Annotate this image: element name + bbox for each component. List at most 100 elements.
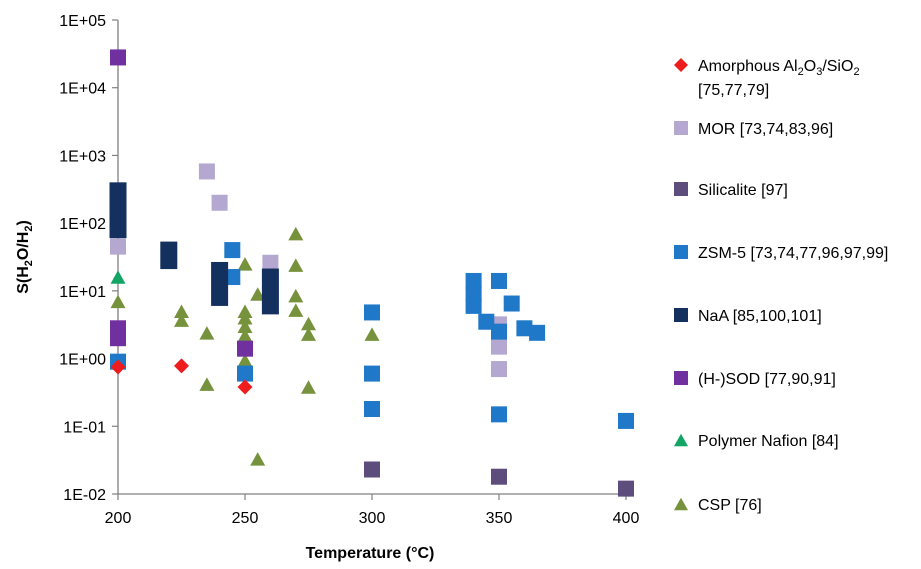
legend-label-hsod: (H-)SOD [77,90,91] bbox=[698, 371, 836, 388]
point-csp bbox=[250, 452, 266, 466]
legend-marker-mor bbox=[674, 121, 688, 135]
y-tick-label: 1E+04 bbox=[59, 81, 106, 98]
point-csp bbox=[237, 311, 253, 325]
point-mor bbox=[491, 361, 507, 378]
point-csp bbox=[110, 294, 126, 309]
x-axis-title: Temperature (°C) bbox=[306, 545, 435, 562]
y-tick-label: 1E+02 bbox=[59, 216, 106, 233]
point-csp bbox=[174, 304, 189, 318]
point-silicalite bbox=[618, 480, 634, 497]
legend-label-amorphous: Amorphous Al2O3/SiO2 bbox=[698, 58, 860, 78]
point-zsm5 bbox=[516, 320, 533, 337]
legend-item-zsm5: ZSM-5 [73,74,77,96,97,99] bbox=[674, 245, 888, 262]
legend-marker-amorphous bbox=[674, 58, 688, 72]
series-amorphous bbox=[110, 358, 253, 395]
y-tick-label: 1E+03 bbox=[59, 148, 106, 165]
legend-label-csp: CSP [76] bbox=[698, 497, 762, 514]
point-csp bbox=[199, 377, 215, 391]
legend-label-mor: MOR [73,74,83,96] bbox=[698, 121, 833, 138]
y-tick-label: 1E-02 bbox=[63, 487, 106, 504]
point-silicalite bbox=[491, 468, 507, 485]
point-csp bbox=[288, 288, 304, 303]
point-mor bbox=[198, 163, 215, 180]
legend-label-silicalite: Silicalite [97] bbox=[698, 182, 788, 199]
legend-label-zsm5: ZSM-5 [73,74,77,96,97,99] bbox=[698, 245, 888, 262]
point-csp bbox=[288, 226, 304, 241]
series-mor bbox=[110, 163, 507, 378]
y-tick-label: 1E+05 bbox=[59, 13, 106, 30]
point-hsod bbox=[110, 49, 126, 66]
legend-label-amorphous-line2: [75,77,79] bbox=[698, 82, 769, 99]
legend-item-silicalite: Silicalite [97] bbox=[674, 182, 788, 199]
point-zsm5 bbox=[364, 304, 380, 321]
point-csp bbox=[301, 316, 316, 331]
point-zsm5 bbox=[224, 269, 241, 286]
point-csp bbox=[199, 326, 215, 340]
y-tick-label: 1E-01 bbox=[63, 419, 106, 436]
y-tick-label: 1E+01 bbox=[59, 284, 106, 301]
point-zsm5 bbox=[478, 313, 495, 330]
legend-marker-hsod bbox=[674, 371, 688, 385]
point-naa bbox=[211, 261, 229, 306]
x-tick-label: 200 bbox=[105, 510, 132, 527]
legend: Amorphous Al2O3/SiO2 [75,77,79] MOR [73,74… bbox=[674, 58, 888, 514]
legend-item-csp: CSP [76] bbox=[674, 497, 762, 514]
axes: 1E-02 1E-01 1E+00 1E+01 1E+02 1E+03 1E+04 1E+05… bbox=[15, 13, 639, 527]
point-csp bbox=[288, 303, 304, 317]
legend-marker-silicalite bbox=[674, 182, 688, 196]
legend-marker-naa bbox=[674, 308, 688, 322]
data-marks bbox=[109, 49, 634, 497]
point-zsm5 bbox=[465, 272, 482, 289]
point-csp bbox=[174, 313, 189, 327]
legend-item-amorphous: Amorphous Al2O3/SiO2 [75,77,79] bbox=[674, 58, 860, 99]
point-amorphous bbox=[110, 359, 126, 375]
point-zsm5 bbox=[491, 323, 507, 340]
point-zsm5 bbox=[491, 406, 507, 423]
point-zsm5 bbox=[224, 242, 241, 259]
point-zsm5 bbox=[364, 401, 380, 418]
legend-marker-csp bbox=[674, 497, 688, 511]
point-csp bbox=[237, 353, 253, 367]
series-csp bbox=[110, 226, 380, 466]
point-zsm5 bbox=[503, 295, 520, 312]
point-amorphous bbox=[174, 358, 189, 374]
x-tick-label: 350 bbox=[486, 510, 513, 527]
legend-item-naa: NaA [85,100,101] bbox=[674, 308, 822, 325]
point-zsm5 bbox=[618, 412, 634, 429]
point-csp bbox=[250, 287, 266, 301]
legend-label-naa: NaA [85,100,101] bbox=[698, 308, 822, 325]
point-mor bbox=[110, 238, 126, 255]
point-amorphous bbox=[237, 379, 253, 395]
point-mor bbox=[211, 194, 228, 211]
legend-marker-zsm5 bbox=[674, 245, 688, 259]
series-nafion bbox=[110, 270, 126, 284]
y-axis-title: S(H2O/H2) bbox=[15, 220, 35, 294]
point-csp bbox=[288, 258, 304, 272]
point-zsm5 bbox=[364, 365, 380, 382]
point-naa bbox=[109, 182, 127, 212]
series-hsod bbox=[110, 49, 253, 357]
point-csp bbox=[237, 328, 253, 343]
point-nafion bbox=[110, 270, 126, 284]
point-zsm5 bbox=[491, 272, 507, 289]
point-zsm5 bbox=[465, 297, 482, 314]
legend-label-nafion: Polymer Nafion [84] bbox=[698, 433, 839, 450]
x-tick-label: 300 bbox=[359, 510, 386, 527]
legend-item-nafion: Polymer Nafion [84] bbox=[674, 433, 839, 450]
point-csp bbox=[301, 327, 316, 341]
point-naa bbox=[261, 268, 279, 315]
legend-item-mor: MOR [73,74,83,96] bbox=[674, 121, 833, 138]
point-mor bbox=[491, 338, 507, 355]
legend-marker-nafion bbox=[674, 433, 688, 447]
point-zsm5 bbox=[237, 365, 253, 382]
y-tick-label: 1E+00 bbox=[59, 352, 106, 369]
point-mor bbox=[262, 254, 279, 271]
legend-item-hsod: (H-)SOD [77,90,91] bbox=[674, 371, 836, 388]
point-csp bbox=[237, 319, 253, 334]
point-silicalite bbox=[364, 461, 380, 478]
series-naa bbox=[109, 182, 279, 315]
point-zsm5 bbox=[529, 324, 546, 341]
x-tick-label: 250 bbox=[232, 510, 259, 527]
